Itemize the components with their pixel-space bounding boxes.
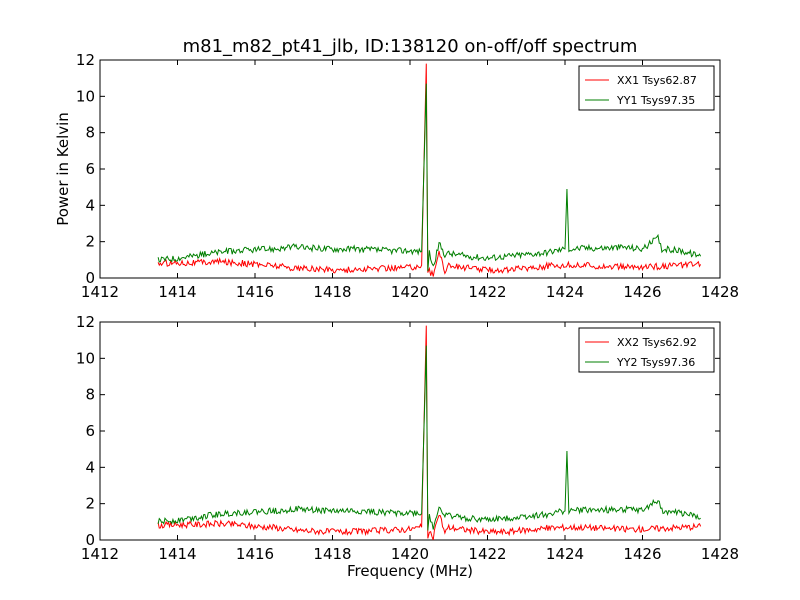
legend-entry: YY1 Tsys97.35: [616, 94, 695, 107]
x-tick-label: 1420: [391, 283, 429, 301]
series-line-yy2: [157, 345, 701, 531]
series-line-yy1: [157, 83, 702, 272]
y-tick-label: 2: [85, 233, 95, 251]
y-tick-label: 6: [85, 422, 95, 440]
x-tick-label: 1426: [623, 283, 661, 301]
x-tick-label: 1426: [623, 545, 661, 563]
y-tick-label: 8: [85, 124, 95, 142]
figure-title: m81_m82_pt41_jlb, ID:138120 on-off/off s…: [183, 36, 638, 57]
x-tick-label: 1418: [313, 283, 351, 301]
x-tick-label: 1422: [468, 545, 506, 563]
x-axis-label: Frequency (MHz): [347, 562, 473, 580]
x-tick-label: 1428: [701, 545, 739, 563]
legend-box: [578, 327, 715, 373]
legend: XX2 Tsys62.92 YY2 Tsys97.36: [578, 327, 715, 373]
legend-entry: XX1 Tsys62.87: [617, 74, 697, 87]
x-tick-label: 1416: [236, 283, 274, 301]
y-tick-label: 8: [85, 386, 95, 404]
legend: XX1 Tsys62.87 YY1 Tsys97.35: [578, 65, 715, 111]
y-axis-label: Power in Kelvin: [54, 112, 72, 226]
x-tick-label: 1414: [158, 545, 196, 563]
y-tick-label: 6: [85, 160, 95, 178]
x-tick-label: 1418: [313, 545, 351, 563]
legend-entry: YY2 Tsys97.36: [616, 356, 695, 369]
y-tick-label: 10: [76, 87, 95, 105]
legend-entry: XX2 Tsys62.92: [617, 336, 697, 349]
x-tick-label: 1424: [546, 545, 584, 563]
y-tick-label: 0: [85, 269, 95, 287]
y-tick-label: 10: [76, 349, 95, 367]
x-tick-label: 1428: [701, 283, 739, 301]
x-tick-label: 1414: [158, 283, 196, 301]
x-tick-label: 1422: [468, 283, 506, 301]
y-tick-label: 0: [85, 531, 95, 549]
series-line-xx2: [157, 325, 702, 541]
spectrum-panel-1: 1412 1414 1416 1418 1420 1422 1424 1426 1428 0 2 4 6…: [54, 51, 739, 301]
x-tick-label: 1412: [81, 283, 119, 301]
spectrum-panel-2: 1412 1414 1416 1418 1420 1422 1424 1426 1428 0 2 4 6…: [76, 313, 739, 580]
y-tick-label: 4: [85, 196, 95, 214]
y-tick-label: 12: [76, 313, 95, 331]
legend-box: [578, 65, 715, 111]
y-tick-label: 12: [76, 51, 95, 69]
y-tick-label: 2: [85, 495, 95, 513]
x-tick-label: 1412: [81, 545, 119, 563]
y-tick-label: 4: [85, 458, 95, 476]
series-line-xx1: [157, 63, 702, 277]
x-tick-label: 1420: [391, 545, 429, 563]
x-tick-label: 1416: [236, 545, 274, 563]
x-tick-label: 1424: [546, 283, 584, 301]
